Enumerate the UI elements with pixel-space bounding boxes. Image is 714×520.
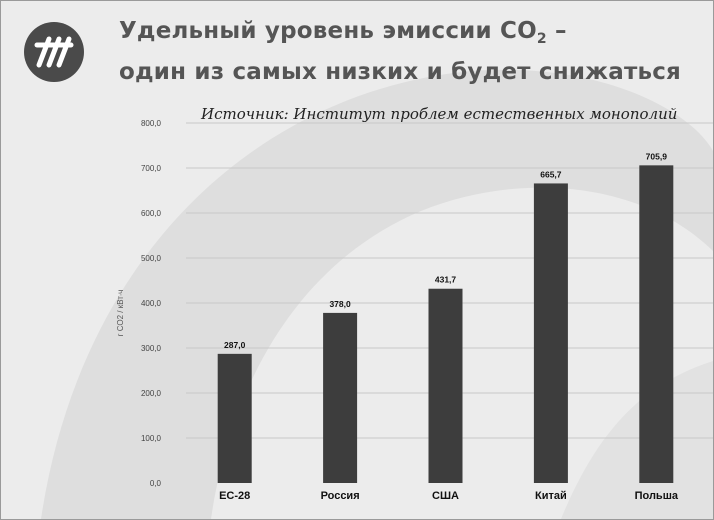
y-tick-label: 300,0 bbox=[141, 344, 162, 353]
y-tick-label: 800,0 bbox=[141, 119, 162, 128]
page-title: Удельный уровень эмиссии CO2 – один из с… bbox=[119, 15, 709, 89]
title-line-1: Удельный уровень эмиссии CO2 – bbox=[119, 15, 709, 56]
y-tick-label: 200,0 bbox=[141, 389, 162, 398]
bar bbox=[323, 312, 358, 483]
bar bbox=[639, 165, 674, 483]
bar-value-label: 665,7 bbox=[540, 169, 562, 179]
bar-value-label: 431,7 bbox=[435, 275, 457, 285]
y-tick-label: 400,0 bbox=[141, 299, 162, 308]
y-axis-label: г СО2 / кВт∙ч bbox=[116, 290, 125, 337]
title-line-2: один из самых низких и будет снижаться bbox=[119, 59, 682, 85]
y-tick-label: 500,0 bbox=[141, 254, 162, 263]
title-text: Удельный уровень эмиссии CO bbox=[119, 18, 537, 44]
bar-value-label: 705,9 bbox=[646, 151, 668, 161]
y-tick-label: 100,0 bbox=[141, 434, 162, 443]
y-tick-label: 600,0 bbox=[141, 209, 162, 218]
bar bbox=[217, 353, 252, 483]
bar-value-label: 378,0 bbox=[329, 299, 351, 309]
bar-value-label: 287,0 bbox=[224, 340, 246, 350]
source-note: Источник: Институт проблем естественных … bbox=[201, 105, 678, 123]
title-dash: – bbox=[546, 18, 567, 44]
bar bbox=[533, 183, 568, 483]
x-tick-label: США bbox=[432, 490, 459, 502]
x-tick-label: Польша bbox=[635, 490, 679, 502]
x-tick-label: Россия bbox=[321, 490, 360, 502]
y-tick-label: 0,0 bbox=[150, 479, 162, 488]
title-subscript: 2 bbox=[536, 31, 547, 47]
bar bbox=[428, 288, 463, 483]
x-tick-label: ЕС-28 bbox=[219, 490, 250, 502]
y-tick-label: 700,0 bbox=[141, 164, 162, 173]
x-tick-label: Китай bbox=[535, 490, 567, 502]
company-logo-icon bbox=[24, 22, 84, 82]
